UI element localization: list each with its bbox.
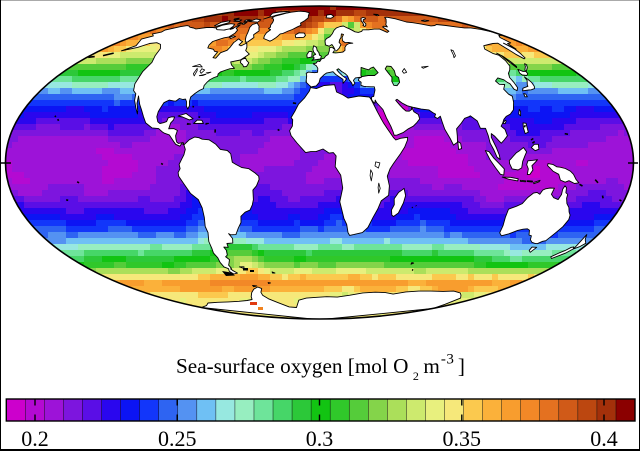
svg-text:0.3: 0.3 bbox=[306, 426, 334, 451]
svg-text:0.25: 0.25 bbox=[158, 426, 197, 451]
svg-text:0.35: 0.35 bbox=[443, 426, 482, 451]
svg-text:0.4: 0.4 bbox=[590, 426, 618, 451]
svg-text:0.2: 0.2 bbox=[21, 426, 49, 451]
